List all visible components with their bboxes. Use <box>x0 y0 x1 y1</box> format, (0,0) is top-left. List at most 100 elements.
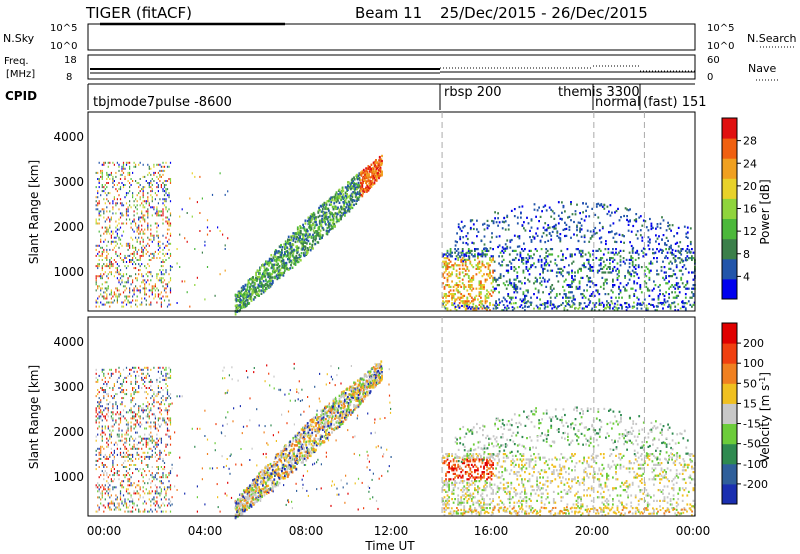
echo-cell <box>104 506 106 509</box>
echo-cell <box>109 173 111 176</box>
echo-cell <box>525 267 528 270</box>
echo-cell <box>461 248 464 251</box>
echo-cell <box>510 209 513 212</box>
echo-cell <box>599 257 602 260</box>
echo-cell <box>475 309 478 312</box>
echo-cell <box>311 217 314 221</box>
echo-cell <box>103 374 105 377</box>
echo-cell <box>162 285 164 288</box>
echo-cell <box>606 305 609 308</box>
echo-cell <box>252 289 254 292</box>
echo-cell <box>293 237 295 240</box>
echo-cell <box>446 302 449 305</box>
echo-cell <box>455 284 458 287</box>
echo-cell <box>372 167 375 171</box>
echo-cell <box>107 486 109 489</box>
echo-cell <box>103 212 105 215</box>
echo-cell <box>618 296 620 299</box>
echo-cell <box>159 277 161 280</box>
echo-cell <box>162 165 164 168</box>
echo-cell <box>525 257 528 260</box>
echo-cell <box>243 291 246 294</box>
echo-cell <box>522 257 525 260</box>
echo-cell <box>278 256 281 259</box>
echo-cell <box>636 282 639 285</box>
echo-cell <box>472 275 475 278</box>
echo-cell <box>160 265 162 268</box>
echo-cell <box>561 211 563 214</box>
echo-cell <box>107 230 109 233</box>
echo-cell <box>527 300 529 303</box>
echo-cell <box>139 230 141 233</box>
echo-cell <box>443 305 446 308</box>
cpid-label: CPID <box>5 89 37 103</box>
echo-cell <box>444 307 447 310</box>
echo-cell <box>135 163 137 166</box>
echo-cell <box>122 486 125 489</box>
echo-cell <box>107 165 109 168</box>
echo-cell <box>115 368 117 371</box>
echo-cell <box>147 163 149 166</box>
echo-cell <box>119 178 122 180</box>
echo-cell <box>599 262 602 265</box>
echo-cell <box>677 245 680 248</box>
echo-cell <box>136 484 138 487</box>
echo-cell <box>554 224 557 227</box>
echo-cell <box>139 510 141 513</box>
echo-cell <box>565 296 567 299</box>
echo-cell <box>568 228 571 231</box>
power-ytick-2000: 2000 <box>53 220 84 234</box>
echo-cell <box>291 266 294 269</box>
echo-cell <box>557 255 560 258</box>
echo-cell <box>494 211 496 214</box>
echo-cell <box>594 213 597 216</box>
echo-cell <box>373 176 376 180</box>
echo-cell <box>587 278 590 281</box>
echo-cell <box>609 257 611 260</box>
echo-cell <box>154 289 156 292</box>
echo-cell <box>646 309 649 312</box>
echo-cell <box>101 405 103 408</box>
echo-cell <box>481 303 484 306</box>
echo-cell <box>141 275 143 278</box>
echo-cell <box>150 190 152 193</box>
echo-cell <box>496 278 499 281</box>
echo-cell <box>452 289 455 292</box>
echo-cell <box>639 284 642 287</box>
echo-cell <box>259 272 261 275</box>
echo-cell <box>541 235 543 238</box>
echo-cell <box>95 277 97 280</box>
echo-cell <box>278 276 281 280</box>
echo-cell <box>144 380 146 383</box>
echo-cell <box>640 266 643 269</box>
echo-cell <box>139 265 141 268</box>
echo-cell <box>125 297 128 300</box>
echo-cell <box>366 168 369 171</box>
echo-cell <box>150 238 152 241</box>
echo-cell <box>489 240 492 243</box>
echo-cell <box>587 262 590 265</box>
echo-cell <box>652 304 654 307</box>
echo-cell <box>604 271 607 274</box>
echo-cell <box>692 278 695 281</box>
echo-cell <box>151 275 153 278</box>
echo-cell <box>162 198 164 201</box>
echo-cell <box>327 207 330 211</box>
echo-cell <box>141 455 143 458</box>
echo-cell <box>326 218 329 221</box>
echo-cell <box>95 372 97 375</box>
echo-cell <box>687 257 690 260</box>
echo-cell <box>345 197 348 200</box>
echo-cell <box>378 156 381 159</box>
echo-cell <box>370 185 373 188</box>
echo-cell <box>112 411 114 414</box>
echo-cell <box>461 302 464 305</box>
echo-cell <box>551 253 554 256</box>
echo-cell <box>572 296 575 299</box>
echo-cell <box>469 226 472 230</box>
echo-cell <box>112 206 114 209</box>
echo-cell <box>378 176 380 180</box>
echo-cell <box>148 387 150 389</box>
echo-cell <box>129 295 131 298</box>
echo-cell <box>118 439 120 442</box>
